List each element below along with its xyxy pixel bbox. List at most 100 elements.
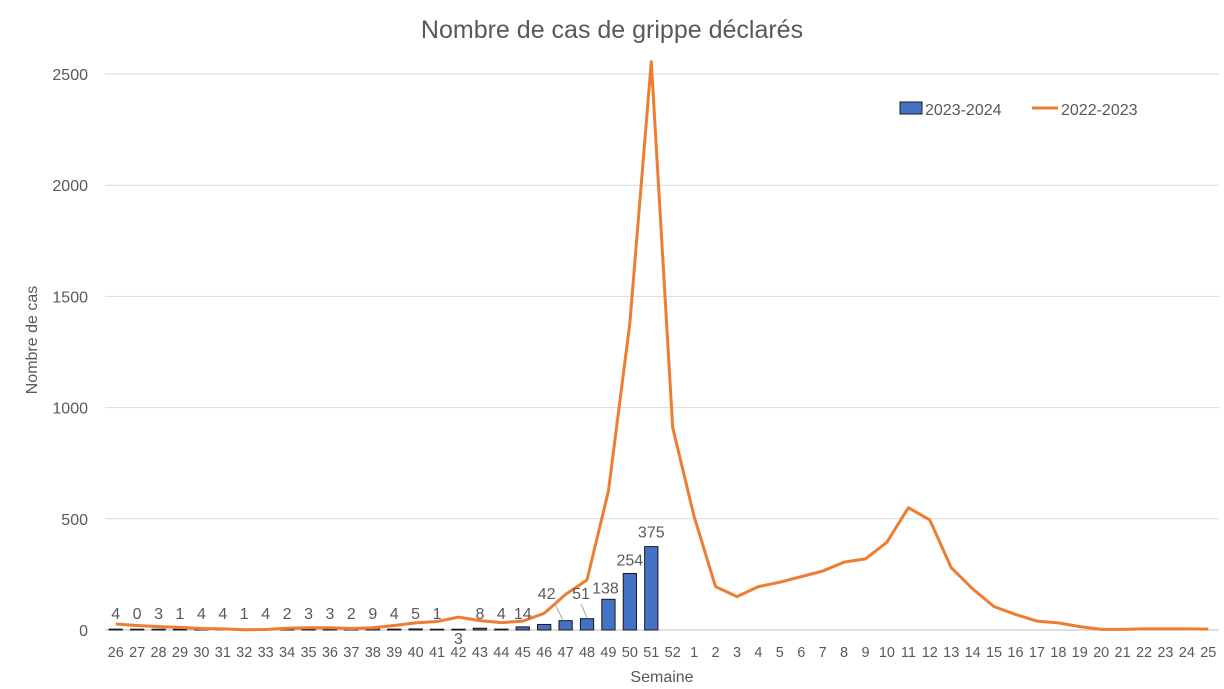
x-tick-label: 33 <box>258 645 274 661</box>
x-tick-label: 22 <box>1136 645 1152 661</box>
x-tick-label: 14 <box>965 645 981 661</box>
legend-label-2023-2024: 2023-2024 <box>925 102 1002 119</box>
x-tick-label: 1 <box>690 645 698 661</box>
x-tick-label: 3 <box>733 645 741 661</box>
data-label: 0 <box>133 606 142 623</box>
x-tick-label: 48 <box>579 645 595 661</box>
series-line-2022-2023 <box>115 60 1209 632</box>
x-tick-label: 15 <box>986 645 1002 661</box>
x-tick-label: 18 <box>1050 645 1066 661</box>
data-label: 3 <box>304 606 313 623</box>
x-tick-label: 35 <box>300 645 316 661</box>
bar <box>494 628 509 631</box>
data-label: 4 <box>261 606 270 623</box>
x-tick-label: 25 <box>1200 645 1216 661</box>
bar <box>172 628 188 631</box>
data-label: 3 <box>325 606 334 623</box>
data-label: 8 <box>475 606 484 623</box>
data-label: 42 <box>538 586 556 603</box>
x-tick-label: 38 <box>365 645 381 661</box>
bar <box>601 598 616 631</box>
data-label: 2 <box>283 606 292 623</box>
x-tick-label: 43 <box>472 645 488 661</box>
bar <box>387 628 402 631</box>
y-axis-label: Nombre de cas <box>24 286 41 395</box>
x-tick-label: 31 <box>215 645 231 661</box>
leader-line <box>580 603 588 618</box>
data-label: 254 <box>617 553 644 570</box>
x-tick-label: 2 <box>712 645 720 661</box>
bar <box>408 628 423 631</box>
bar <box>129 628 145 631</box>
data-label: 375 <box>638 525 665 542</box>
data-label: 2 <box>347 606 356 623</box>
data-label: 9 <box>368 606 377 623</box>
x-tick-label: 51 <box>643 645 659 661</box>
x-tick-label: 16 <box>1007 645 1023 661</box>
bar <box>558 620 573 631</box>
x-tick-label: 50 <box>622 645 638 661</box>
x-tick-label: 10 <box>879 645 895 661</box>
x-tick-label: 17 <box>1029 645 1045 661</box>
data-label: 4 <box>497 606 506 623</box>
x-tick-label: 41 <box>429 645 445 661</box>
bar <box>515 626 530 631</box>
legend-swatch-bar <box>899 101 923 115</box>
x-tick-label: 39 <box>386 645 402 661</box>
y-tick-label: 1000 <box>52 401 88 418</box>
x-tick-label: 37 <box>343 645 359 661</box>
x-tick-label: 29 <box>172 645 188 661</box>
y-tick-label: 2000 <box>52 178 88 195</box>
x-tick-label: 27 <box>129 645 145 661</box>
data-label: 1 <box>176 606 185 623</box>
bar <box>429 628 445 631</box>
x-tick-label: 11 <box>901 645 916 661</box>
x-tick-label: 5 <box>776 645 784 661</box>
x-tick-label: 30 <box>193 645 209 661</box>
legend: 2023-2024 2022-2023 <box>899 101 1138 119</box>
data-label: 14 <box>514 606 532 623</box>
x-tick-label: 28 <box>150 645 166 661</box>
x-tick-label: 4 <box>754 645 762 661</box>
x-tick-label: 13 <box>943 645 959 661</box>
y-tick-label: 0 <box>79 623 88 640</box>
bar <box>151 628 166 631</box>
bar <box>472 627 488 631</box>
x-tick-label: 26 <box>108 645 124 661</box>
bar <box>622 573 638 631</box>
x-tick-label: 40 <box>408 645 424 661</box>
bar <box>108 628 123 631</box>
x-tick-label: 47 <box>558 645 574 661</box>
bar <box>451 628 466 631</box>
data-label: 1 <box>240 606 249 623</box>
x-tick-label: 45 <box>515 645 531 661</box>
bar <box>537 623 552 631</box>
bar <box>644 546 659 631</box>
data-label: 4 <box>390 606 399 623</box>
data-label: 51 <box>572 586 590 603</box>
x-tick-label: 20 <box>1093 645 1109 661</box>
chart-title: Nombre de cas de grippe déclarés <box>421 16 803 44</box>
x-axis-label: Semaine <box>630 669 693 686</box>
x-tick-label: 44 <box>493 645 509 661</box>
data-label: 1 <box>433 606 442 623</box>
x-tick-label: 49 <box>600 645 616 661</box>
bar <box>579 618 595 631</box>
x-tick-label: 19 <box>1072 645 1088 661</box>
data-label: 5 <box>411 606 420 623</box>
x-tick-label: 52 <box>665 645 681 661</box>
x-tick-label: 12 <box>922 645 938 661</box>
y-tick-label: 1500 <box>52 289 88 306</box>
legend-label-2022-2023: 2022-2023 <box>1061 102 1138 119</box>
y-tick-label: 2500 <box>52 67 88 84</box>
x-tick-label: 8 <box>840 645 848 661</box>
data-label: 4 <box>197 606 206 623</box>
y-tick-label: 500 <box>61 512 88 529</box>
x-tick-label: 34 <box>279 645 295 661</box>
data-label: 3 <box>154 606 163 623</box>
x-tick-label: 21 <box>1115 645 1131 661</box>
x-tick-label: 32 <box>236 645 252 661</box>
x-tick-label: 36 <box>322 645 338 661</box>
